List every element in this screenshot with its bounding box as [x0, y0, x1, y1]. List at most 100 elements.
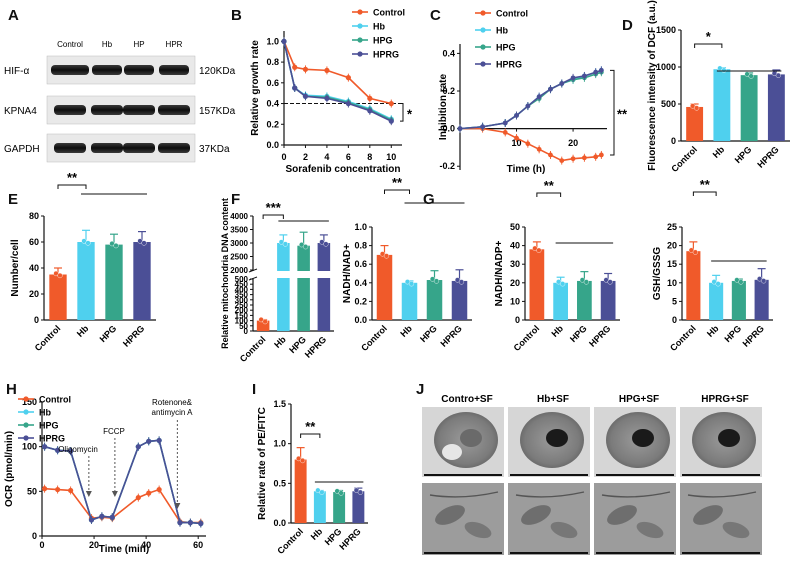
- data-dot: [607, 279, 613, 285]
- y-tick-label: 200: [235, 306, 249, 315]
- data-point-hprg: [281, 38, 287, 44]
- y-axis-label: Relative rate of PE/FITC: [257, 407, 268, 520]
- bar-hpg: [731, 280, 746, 320]
- y-tick-label: 0.6: [266, 78, 279, 88]
- data-dot: [458, 279, 465, 285]
- panel-letter-i: I: [252, 381, 256, 398]
- series-line-control: [460, 127, 602, 162]
- data-point-hprg: [68, 448, 74, 454]
- legend-label: HPRG: [39, 434, 65, 444]
- category-label: Control: [275, 526, 305, 556]
- data-point-hprg: [388, 118, 394, 124]
- data-point-control: [548, 152, 553, 158]
- data-point-hprg: [457, 126, 463, 132]
- bar-hb: [77, 242, 95, 320]
- injection-arrow: [174, 503, 181, 509]
- legend-marker: [480, 61, 486, 67]
- blot-band: [92, 65, 122, 75]
- bar-hprg: [754, 279, 769, 320]
- x-tick-label: 0: [39, 540, 44, 550]
- x-tick-label: 2: [303, 152, 308, 162]
- panel-letter-j: J: [416, 381, 424, 398]
- bar-hprg: [317, 243, 331, 331]
- significance-mark: **: [392, 175, 403, 190]
- significance-mark: **: [700, 177, 711, 192]
- blot-protein-label: GAPDH: [4, 144, 40, 155]
- legend-label: HPRG: [496, 60, 522, 70]
- data-point-hprg: [55, 447, 61, 453]
- category-label: HPG: [733, 144, 754, 165]
- x-tick-label: 8: [367, 152, 372, 162]
- category-label: Hb: [75, 323, 91, 339]
- y-tick-label: 30: [510, 259, 520, 269]
- injection-label: Rotenone& antimycin A: [152, 398, 194, 417]
- category-label: Hb: [549, 323, 565, 339]
- category-label: HPG: [418, 323, 439, 344]
- data-point-hprg: [324, 95, 330, 101]
- data-dot: [692, 249, 698, 255]
- legend-label: HPG: [496, 43, 516, 53]
- y-axis-label: OCR (pmol/min): [4, 431, 15, 507]
- data-point-hprg: [525, 103, 531, 109]
- injection-label-line: Rotenone&: [152, 398, 193, 407]
- y-axis-label: NADH/NADP+: [494, 240, 505, 306]
- data-point-control: [292, 64, 298, 70]
- tem-membrane: [515, 491, 585, 498]
- injection-arrow: [85, 491, 92, 497]
- category-label: Control: [359, 323, 389, 353]
- y-tick-label: 2000: [230, 266, 248, 275]
- y-tick-label: 5: [672, 296, 677, 306]
- y-tick-label: 0: [244, 327, 249, 336]
- data-point-control: [68, 487, 74, 494]
- panel-letter-h: H: [6, 381, 17, 398]
- y-tick-label: 0.0: [442, 124, 455, 134]
- data-point-hprg: [367, 108, 373, 114]
- significance-mark: **: [544, 178, 555, 193]
- legend-label: HPG: [373, 36, 393, 46]
- data-point-hprg: [514, 113, 519, 118]
- y-tick-label: 10: [510, 296, 520, 306]
- data-point-control: [146, 490, 152, 496]
- blot-band: [51, 65, 89, 75]
- data-dot: [721, 67, 727, 73]
- panel-letter-b: B: [231, 7, 242, 24]
- data-point-control: [156, 486, 162, 493]
- bar-hb: [401, 282, 418, 320]
- blot-band: [123, 143, 155, 153]
- legend-label: Control: [496, 9, 528, 19]
- y-tick-label: 0: [515, 315, 520, 325]
- category-label: HPRG: [587, 323, 612, 348]
- bar-hprg: [352, 491, 365, 523]
- blot-protein-label: HIF-α: [4, 66, 29, 77]
- y-tick-label: 3000: [230, 239, 248, 248]
- data-dot: [408, 281, 415, 287]
- data-point-hprg: [302, 93, 309, 99]
- data-point-hprg: [536, 94, 542, 100]
- category-label: HPG: [98, 323, 119, 344]
- blot-band: [123, 105, 155, 115]
- data-point-hprg: [99, 513, 105, 519]
- y-tick-label: 50: [239, 322, 248, 331]
- y-axis-label: Relative growth rate: [250, 40, 261, 136]
- y-tick-label: 20: [510, 278, 520, 288]
- y-tick-label: 4000: [230, 212, 248, 221]
- category-label: Control: [668, 323, 698, 353]
- tem-mitochondrion: [550, 521, 578, 539]
- data-dot: [775, 72, 781, 79]
- data-point-hprg: [581, 73, 587, 79]
- y-tick-label: 50: [27, 486, 37, 496]
- data-dot: [748, 73, 754, 79]
- y-tick-label: 50: [510, 222, 520, 232]
- blot-band: [124, 65, 154, 75]
- x-axis-label: Sorafenib concentration: [285, 164, 400, 175]
- bar-hpg: [426, 280, 443, 320]
- y-tick-label: 0.4: [442, 48, 455, 58]
- data-point-hprg: [292, 85, 298, 91]
- x-tick-label: 10: [386, 152, 396, 162]
- y-tick-label: 300: [235, 296, 249, 305]
- tem-column-label: HPG+SF: [619, 394, 659, 405]
- blot-band: [54, 143, 86, 153]
- significance-bracket: [610, 69, 615, 156]
- legend-label: Hb: [496, 26, 508, 36]
- y-axis-label: Fluorescence intensity of DCF (a.u.): [647, 0, 658, 171]
